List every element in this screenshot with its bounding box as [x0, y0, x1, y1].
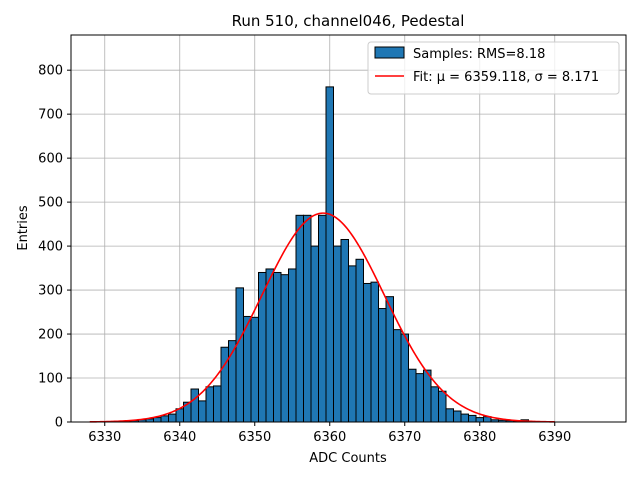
histogram-bar — [280, 274, 289, 423]
y-tick-label: 600 — [38, 152, 63, 167]
histogram-bar — [153, 417, 162, 423]
fit-curve — [89, 212, 555, 423]
y-axis-label: Entries — [16, 205, 31, 251]
histogram-bar — [340, 238, 349, 423]
x-tick-label: 6330 — [88, 430, 121, 445]
histogram-bar — [175, 408, 184, 423]
histogram-bar — [160, 415, 169, 423]
histogram-bar — [265, 268, 274, 423]
histogram-bar — [460, 413, 469, 423]
histogram-bar — [430, 386, 439, 423]
histogram-bar — [363, 282, 372, 423]
histogram-bar — [408, 368, 417, 423]
x-tick-label: 6350 — [238, 430, 271, 445]
histogram-bar — [213, 385, 222, 423]
x-tick-label: 6360 — [313, 430, 346, 445]
histogram-bar — [243, 315, 252, 423]
histogram-bar — [378, 308, 387, 423]
histogram-bar — [235, 287, 244, 423]
y-tick-label: 0 — [55, 416, 63, 431]
x-tick-label: 6370 — [388, 430, 421, 445]
y-axis-ticks: 0 100 200 300 400 500 600 700 800 — [38, 64, 71, 431]
histogram-bar — [250, 316, 259, 423]
legend: Samples: RMS=8.18 Fit: μ = 6359.118, σ =… — [367, 41, 620, 95]
histogram-bar — [310, 245, 319, 423]
y-tick-label: 300 — [38, 284, 63, 299]
x-tick-label: 6390 — [538, 430, 571, 445]
legend-label-fit: Fit: μ = 6359.118, σ = 8.171 — [413, 70, 599, 85]
histogram-bar — [438, 390, 447, 423]
histogram-bar — [220, 346, 229, 423]
y-tick-label: 200 — [38, 328, 63, 343]
y-tick-label: 700 — [38, 108, 63, 123]
histogram-bar — [468, 414, 477, 423]
histogram-bar — [393, 329, 402, 423]
histogram-bar — [370, 281, 379, 423]
histogram-bar — [288, 268, 297, 423]
histogram-bar — [303, 214, 312, 423]
histogram-bar — [325, 86, 334, 423]
plot-frame — [70, 34, 627, 423]
chart-title: Run 510, channel046, Pedestal — [232, 12, 465, 30]
x-axis-label: ADC Counts — [309, 451, 387, 466]
histogram-bar — [318, 214, 327, 423]
legend-box — [367, 41, 620, 95]
histogram-bar — [190, 388, 199, 423]
y-tick-label: 100 — [38, 372, 63, 387]
histogram-bar — [273, 271, 282, 423]
x-tick-label: 6380 — [463, 430, 496, 445]
histogram-bar — [355, 258, 364, 423]
histogram-bar — [348, 265, 357, 423]
histogram-bar — [205, 386, 214, 423]
histogram-bar — [415, 373, 424, 423]
histogram-bar — [475, 417, 484, 423]
y-tick-label: 800 — [38, 64, 63, 79]
histogram-bar — [295, 214, 304, 423]
legend-patch-samples — [374, 46, 405, 59]
histogram-bar — [400, 333, 409, 423]
histogram-bar — [168, 413, 177, 423]
histogram-bar — [385, 296, 394, 423]
legend-label-samples: Samples: RMS=8.18 — [413, 47, 545, 62]
x-tick-label: 6340 — [163, 430, 196, 445]
histogram-bar — [445, 408, 454, 423]
histogram-bar — [198, 400, 207, 423]
histogram-bars — [108, 86, 537, 423]
y-tick-label: 500 — [38, 196, 63, 211]
grid-lines — [71, 35, 626, 423]
histogram-bar — [423, 369, 432, 423]
histogram-bar — [333, 245, 342, 423]
x-axis-ticks: 6330 6340 6350 6360 6370 6380 6390 — [88, 422, 571, 445]
histogram-bar — [453, 410, 462, 423]
y-tick-label: 400 — [38, 240, 63, 255]
